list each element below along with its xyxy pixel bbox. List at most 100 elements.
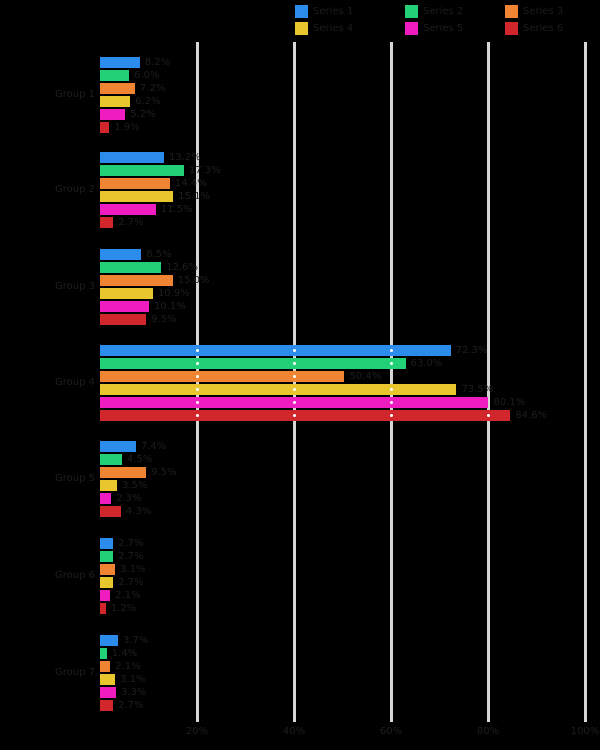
bar [100,538,114,549]
bar [100,410,511,421]
legend-label: Series 4 [313,23,354,34]
gridline-dot [389,401,393,404]
legend-item: Series 4 [295,22,353,35]
bar [100,648,107,659]
bar-value-label: 1.9% [114,122,140,133]
bar [100,217,114,228]
bar [100,152,165,163]
gridline [195,42,199,722]
legend-swatch [405,5,418,18]
bar-value-label: 3.3% [121,687,147,698]
bar [100,70,130,81]
y-axis-category-label: Group 2 [55,184,95,195]
bar-value-label: 2.7% [118,217,144,228]
bar-value-label: 7.2% [139,83,166,94]
bar [100,109,126,120]
bar-value-label: 8.5% [146,249,172,260]
y-axis-category-label: Group 5 [55,473,95,484]
bar-value-label: 17.3% [188,165,221,176]
bar-value-label: 2.7% [118,700,144,711]
x-tick-label: 20% [185,726,209,737]
bar-value-label: 2.7% [118,538,144,549]
y-axis-category-label: Group 7 [55,667,95,678]
bar [100,577,114,588]
gridline-dot [389,414,393,417]
gridline-dot [292,375,296,378]
bar-value-label: 9.5% [151,467,177,478]
legend-swatch [505,22,518,35]
bar [100,467,147,478]
bar-value-label: 15.1% [178,191,211,202]
gridline-dot [195,349,199,352]
gridline-dot [292,388,296,391]
bar-value-label: 72.3% [455,345,488,356]
bar [100,249,142,260]
bar-value-label: 2.7% [118,577,144,588]
gridline-dot [389,362,393,365]
bar-value-label: 2.3% [116,493,142,504]
bar-value-label: 10.9% [157,288,190,299]
y-axis-category-label: Group 1 [55,89,95,100]
gridline-dot [195,388,199,391]
gridline-dot [389,388,393,391]
legend-item: Series 6 [505,22,563,35]
gridline-dot [195,414,199,417]
bar-value-label: 3.1% [120,674,146,685]
gridline-dot [389,349,393,352]
bar-value-label: 14.4% [174,178,207,189]
x-tick-label: 80% [476,726,500,737]
gridline-dot [292,414,296,417]
bar-value-label: 3.5% [121,480,148,491]
gridline-dot [486,414,490,417]
gridline-dot [195,362,199,365]
bar-value-label: 1.4% [111,648,138,659]
bar [100,603,106,614]
bar [100,635,118,646]
legend-label: Series 6 [523,23,564,34]
gridline [292,42,296,722]
gridline [486,42,490,722]
bar-value-label: 2.1% [115,590,141,601]
bar-value-label: 6.0% [134,70,160,81]
y-axis-category-label: Group 3 [55,281,95,292]
legend-swatch [505,5,518,18]
gridline [583,42,587,722]
bar [100,191,174,202]
bar-value-label: 7.4% [140,441,167,452]
bar-value-label: 2.7% [118,551,144,562]
bar-value-label: 50.4% [349,371,382,382]
bar [100,687,116,698]
bar-value-label: 80.1% [493,397,526,408]
bar [100,165,184,176]
legend-label: Series 5 [423,23,464,34]
bar [100,178,170,189]
bar [100,590,111,601]
gridline-dot [195,401,199,404]
y-axis-category-label: Group 4 [55,377,95,388]
bar-value-label: 84.6% [515,410,548,421]
bar [100,661,111,672]
bar [100,551,114,562]
bar [100,314,147,325]
bar-value-label: 11.5% [160,204,193,215]
bar-value-label: 13.2% [169,152,201,163]
bar-value-label: 10.1% [153,301,186,312]
legend-label: Series 1 [313,6,354,17]
bar [100,262,162,273]
bar-value-label: 1.2% [110,603,137,614]
bar-value-label: 73.5% [461,384,494,395]
bar [100,384,457,395]
gridline [389,42,393,722]
gridline-dot [292,401,296,404]
bar [100,674,116,685]
x-tick-label: 40% [282,726,306,737]
x-tick-label: 100% [570,726,600,737]
bar [100,480,117,491]
y-axis-category-label: Group 6 [55,570,95,581]
bar [100,275,173,286]
bar [100,564,116,575]
bar-value-label: 4.5% [126,454,153,465]
bar-value-label: 9.5% [151,314,177,325]
bar [100,288,153,299]
bar-value-label: 6.2% [135,96,161,107]
